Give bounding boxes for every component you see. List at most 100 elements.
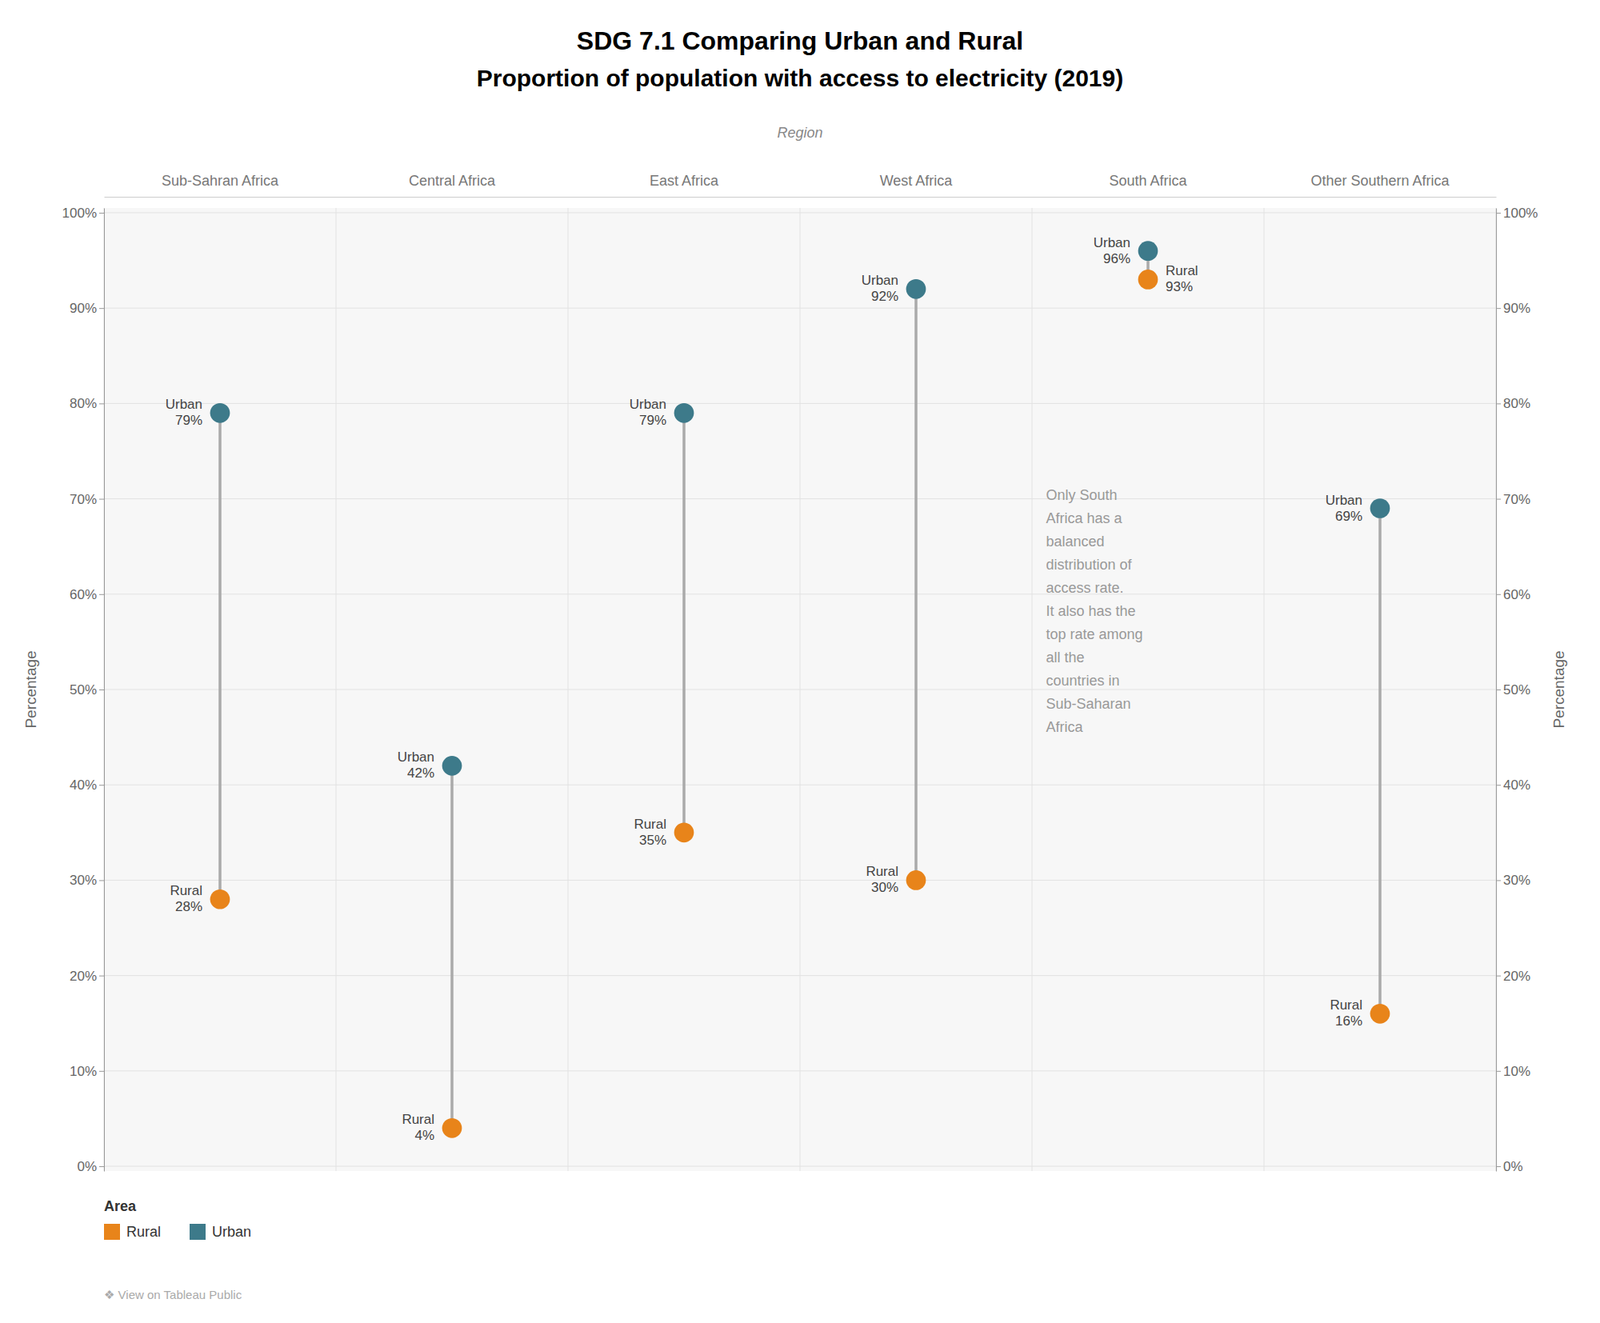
y-tick-left: 30% bbox=[69, 872, 104, 888]
y-tick-label-right: 60% bbox=[1503, 587, 1531, 603]
data-label-name: Urban bbox=[861, 272, 899, 288]
dot bbox=[1138, 240, 1159, 261]
footer: ❖ View on Tableau Public bbox=[104, 1288, 243, 1302]
data-label-name: Urban bbox=[1325, 492, 1363, 508]
y-tick-right: 80% bbox=[1496, 396, 1531, 412]
annotation-line: all the bbox=[1045, 649, 1084, 666]
y-axis-line-left bbox=[104, 208, 105, 1172]
y-tick-right: 50% bbox=[1496, 682, 1531, 698]
y-tick-left: 100% bbox=[62, 205, 104, 221]
dot bbox=[906, 870, 927, 891]
data-label-value: 93% bbox=[1165, 279, 1193, 295]
y-tick-mark-right bbox=[1496, 594, 1501, 596]
data-label-name: Rural bbox=[169, 883, 203, 899]
annotation-line: distribution of bbox=[1045, 556, 1132, 573]
dot bbox=[210, 889, 231, 910]
data-label-value: 35% bbox=[639, 832, 667, 848]
data-label-name: Urban bbox=[165, 396, 203, 412]
y-tick-left: 0% bbox=[76, 1159, 104, 1175]
y-tick-mark-right bbox=[1496, 689, 1501, 691]
x-tick-label: West Africa bbox=[880, 172, 954, 189]
y-tick-left: 60% bbox=[69, 587, 104, 603]
x-tick: Other Southern Africa bbox=[1310, 172, 1450, 197]
data-label-name: Rural bbox=[1329, 997, 1363, 1013]
y-tick-mark-right bbox=[1496, 308, 1501, 309]
y-tick-right: 100% bbox=[1496, 205, 1538, 221]
x-tick: Sub-Sahran Africa bbox=[161, 172, 280, 197]
y-tick-mark-right bbox=[1496, 212, 1501, 214]
data-labels: Rural28%Rural4%Rural35%Rural30%Rural93%R… bbox=[165, 235, 1363, 1144]
y-tick-mark-left bbox=[99, 689, 104, 691]
y-tick-label-left: 0% bbox=[76, 1159, 97, 1175]
y-tick-left: 70% bbox=[69, 492, 104, 508]
data-label-value: 79% bbox=[175, 412, 203, 428]
y-tick-label-left: 30% bbox=[69, 872, 97, 888]
y-tick-label-left: 60% bbox=[69, 587, 97, 603]
data-label-value: 92% bbox=[871, 288, 899, 304]
y-tick-mark-left bbox=[99, 1071, 104, 1072]
data-label-name: Rural bbox=[401, 1112, 435, 1128]
data-label-name: Rural bbox=[865, 864, 899, 880]
y-tick-mark-right bbox=[1496, 1166, 1501, 1168]
y-tick-mark-left bbox=[99, 594, 104, 596]
annotation-line: top rate among bbox=[1045, 626, 1143, 643]
data-label-name: Urban bbox=[1093, 235, 1131, 251]
connector bbox=[914, 288, 918, 880]
y-tick-mark-right bbox=[1496, 880, 1501, 881]
dot bbox=[674, 403, 695, 424]
y-tick-mark-right bbox=[1496, 976, 1501, 977]
connector bbox=[218, 412, 222, 900]
y-tick-mark-right bbox=[1496, 499, 1501, 500]
annotation: Only SouthAfrica has abalanceddistributi… bbox=[1045, 487, 1143, 736]
y-tick-left: 80% bbox=[69, 396, 104, 412]
x-axis: Sub-Sahran AfricaCentral AfricaEast Afri… bbox=[104, 172, 1497, 198]
data-label-value: 16% bbox=[1335, 1013, 1363, 1029]
x-tick: Central Africa bbox=[408, 172, 496, 197]
legend-item: Urban bbox=[189, 1224, 252, 1240]
y-tick-right: 20% bbox=[1496, 968, 1531, 984]
data-label-name: Rural bbox=[633, 816, 667, 832]
subtitle: Proportion of population with access to … bbox=[476, 64, 1124, 92]
y-tick-right: 70% bbox=[1496, 492, 1531, 508]
legend-title: Area bbox=[104, 1198, 137, 1215]
legend-label: Urban bbox=[212, 1224, 252, 1240]
y-tick-label-left: 80% bbox=[69, 396, 97, 412]
y-axis-left: 0%10%20%30%40%50%60%70%80%90%100% bbox=[62, 205, 105, 1175]
data-label-value: 4% bbox=[414, 1128, 435, 1144]
column-divider bbox=[568, 208, 569, 1172]
dot bbox=[674, 822, 695, 843]
data-label-name: Urban bbox=[629, 396, 667, 412]
y-axis-title-right: Percentage bbox=[1550, 650, 1568, 728]
x-axis-title: Region bbox=[776, 124, 823, 141]
y-tick-mark-right bbox=[1496, 403, 1501, 404]
legend-label: Rural bbox=[126, 1224, 161, 1240]
dot bbox=[1370, 1004, 1391, 1024]
data-label-value: 69% bbox=[1335, 508, 1363, 524]
x-tick: West Africa bbox=[880, 172, 954, 197]
plot-background bbox=[104, 208, 1496, 1172]
dot bbox=[1138, 269, 1159, 290]
column-divider bbox=[1032, 208, 1033, 1172]
annotation-line: Sub-Saharan bbox=[1045, 696, 1131, 712]
y-tick-label-right: 40% bbox=[1503, 777, 1531, 793]
y-tick-label-right: 90% bbox=[1503, 300, 1531, 316]
y-tick-mark-left bbox=[99, 308, 104, 309]
annotation-line: Africa bbox=[1045, 719, 1084, 736]
annotation-line: countries in bbox=[1045, 672, 1120, 689]
legend-swatch bbox=[189, 1224, 206, 1240]
marks bbox=[210, 240, 1391, 1138]
y-axis-right: 0%10%20%30%40%50%60%70%80%90%100% bbox=[1496, 205, 1538, 1175]
y-tick-left: 20% bbox=[69, 968, 104, 984]
annotation-line: Africa has a bbox=[1045, 510, 1123, 527]
column-divider bbox=[800, 208, 801, 1172]
y-tick-label-left: 20% bbox=[69, 968, 97, 984]
x-tick-label: Other Southern Africa bbox=[1310, 172, 1450, 189]
y-tick-right: 30% bbox=[1496, 872, 1531, 888]
y-tick-label-left: 50% bbox=[69, 682, 97, 698]
annotation-line: It also has the bbox=[1045, 603, 1136, 620]
y-tick-left: 50% bbox=[69, 682, 104, 698]
y-tick-mark-left bbox=[99, 403, 104, 404]
y-tick-label-left: 100% bbox=[62, 205, 97, 221]
grid bbox=[104, 208, 1496, 1172]
dot bbox=[442, 1118, 463, 1139]
